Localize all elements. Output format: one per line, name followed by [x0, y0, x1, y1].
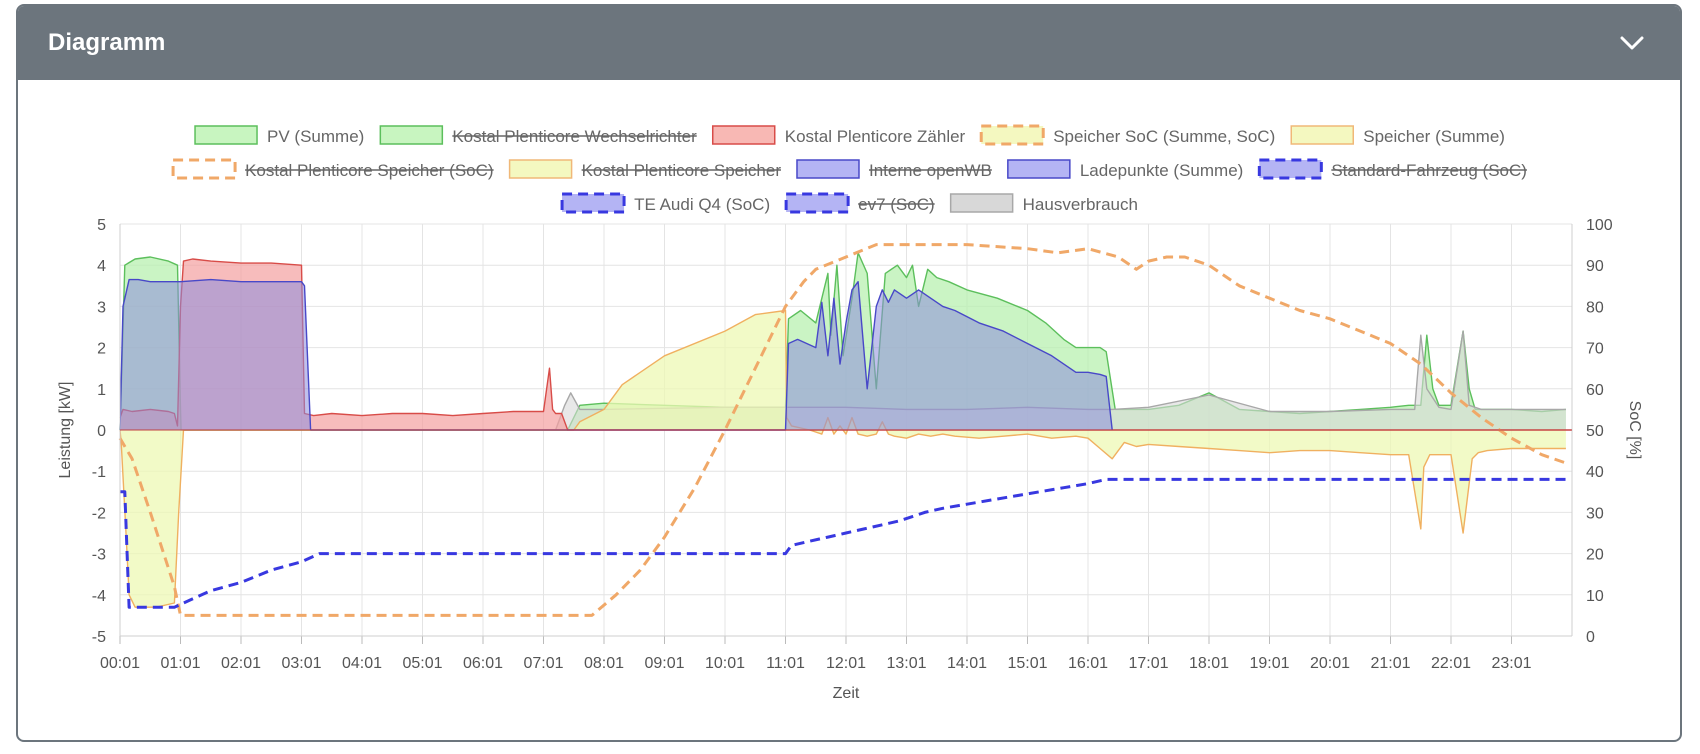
y-right-tick-label: 60	[1586, 382, 1604, 399]
x-tick-label: 13:01	[886, 655, 926, 672]
legend-swatch	[1257, 158, 1323, 180]
card-header[interactable]: Diagramm	[18, 6, 1680, 80]
legend-item[interactable]: Hausverbrauch	[949, 193, 1138, 214]
y-right-tick-label: 70	[1586, 341, 1604, 358]
x-tick-label: 17:01	[1128, 655, 1168, 672]
legend-item[interactable]: Kostal Plenticore Zähler	[711, 125, 966, 146]
series-line-speicher_soc	[118, 243, 1567, 617]
y-left-tick-label: -2	[92, 505, 106, 522]
legend-item[interactable]: TE Audi Q4 (SoC)	[560, 192, 770, 214]
legend-item[interactable]: Kostal Plenticore Speicher (SoC)	[171, 158, 494, 180]
y-left-tick-label: 2	[97, 341, 106, 358]
y-left-tick-label: 5	[97, 217, 106, 234]
legend-label: Speicher (Summe)	[1363, 127, 1505, 146]
x-tick-label: 16:01	[1068, 655, 1108, 672]
legend-swatch	[1007, 159, 1071, 179]
x-tick-label: 08:01	[584, 655, 624, 672]
legend-item[interactable]: Standard-Fahrzeug (SoC)	[1257, 158, 1527, 180]
legend-swatch	[379, 125, 444, 145]
x-tick-label: 05:01	[402, 655, 442, 672]
series-audi_soc	[120, 477, 1566, 609]
x-tick-label: 01:01	[160, 655, 200, 672]
x-tick-label: 15:01	[1007, 655, 1047, 672]
series-area-ladepunkte	[120, 279, 1113, 430]
y-left-tick-label: 0	[97, 423, 106, 440]
y-left-tick-label: 3	[97, 299, 106, 316]
legend-swatch	[560, 192, 626, 214]
chevron-down-icon[interactable]	[1614, 25, 1650, 61]
y-right-tick-label: 50	[1586, 423, 1604, 440]
series-speicher_soc	[118, 243, 1567, 617]
x-tick-label: 04:01	[342, 655, 382, 672]
x-tick-label: 19:01	[1249, 655, 1289, 672]
x-tick-label: 23:01	[1491, 655, 1531, 672]
legend-swatch	[171, 158, 237, 180]
y-right-tick-label: 30	[1586, 505, 1604, 522]
y-right-tick-label: 100	[1586, 217, 1613, 234]
y-right-tick-label: 0	[1586, 629, 1595, 646]
legend-swatch	[194, 125, 258, 145]
y-left-tick-label: -5	[92, 629, 106, 646]
card-title: Diagramm	[48, 29, 166, 56]
x-axis-title: Zeit	[833, 685, 860, 702]
legend-label: PV (Summe)	[267, 127, 364, 146]
legend-label: Hausverbrauch	[1023, 195, 1138, 214]
x-tick-label: 18:01	[1189, 655, 1229, 672]
x-tick-label: 10:01	[705, 655, 745, 672]
legend-item[interactable]: ev7 (SoC)	[784, 192, 935, 214]
y-left-tick-label: -3	[92, 547, 106, 564]
legend-label: Speicher SoC (Summe, SoC)	[1053, 127, 1275, 146]
legend-label: Ladepunkte (Summe)	[1080, 161, 1243, 180]
legend-swatch	[784, 192, 850, 214]
x-tick-label: 00:01	[100, 655, 140, 672]
y-right-tick-label: 80	[1586, 299, 1604, 316]
legend-swatch	[796, 159, 860, 179]
y-right-axis-title: SoC [%]	[1626, 401, 1643, 460]
x-tick-label: 02:01	[221, 655, 261, 672]
x-tick-label: 07:01	[523, 655, 563, 672]
y-right-tick-label: 40	[1586, 464, 1604, 481]
series-line-speicher	[119, 309, 1566, 608]
x-tick-label: 09:01	[644, 655, 684, 672]
legend-swatch	[979, 124, 1045, 146]
chart-legend: PV (Summe) Kostal Plenticore Wechselricht…	[171, 124, 1527, 214]
series-line-ladepunkte	[119, 278, 1113, 431]
x-tick-label: 22:01	[1431, 655, 1471, 672]
legend-item[interactable]: Kostal Plenticore Wechselrichter	[379, 125, 697, 146]
legend-item[interactable]: PV (Summe)	[194, 125, 364, 146]
chart-axes: 543210-1-2-3-4-5100908070605040302010000…	[57, 217, 1643, 702]
series-line-audi_soc	[120, 477, 1566, 609]
y-left-tick-label: -4	[92, 588, 106, 605]
legend-swatch	[949, 193, 1014, 213]
y-left-tick-label: 1	[97, 382, 106, 399]
series-speicher	[119, 309, 1566, 608]
legend-item[interactable]: Kostal Plenticore Speicher	[508, 159, 782, 180]
y-right-tick-label: 20	[1586, 547, 1604, 564]
x-tick-label: 12:01	[826, 655, 866, 672]
legend-label: TE Audi Q4 (SoC)	[634, 195, 770, 214]
y-left-tick-label: -1	[92, 464, 106, 481]
legend-swatch	[711, 125, 776, 145]
x-tick-label: 21:01	[1370, 655, 1410, 672]
y-left-axis-title: Leistung [kW]	[57, 382, 74, 479]
legend-item[interactable]: Ladepunkte (Summe)	[1007, 159, 1243, 180]
y-right-tick-label: 90	[1586, 258, 1604, 275]
legend-label: Kostal Plenticore Zähler	[785, 127, 966, 146]
y-right-tick-label: 10	[1586, 588, 1604, 605]
x-tick-label: 11:01	[766, 655, 805, 672]
x-tick-label: 03:01	[281, 655, 321, 672]
legend-item[interactable]: Speicher (Summe)	[1290, 125, 1505, 146]
legend-item[interactable]: Speicher SoC (Summe, SoC)	[979, 124, 1275, 146]
legend-swatch	[1290, 125, 1354, 145]
x-tick-label: 20:01	[1310, 655, 1350, 672]
legend-item[interactable]: Interne openWB	[796, 159, 992, 180]
series-ladepunkte	[119, 278, 1113, 431]
x-tick-label: 14:01	[947, 655, 987, 672]
legend-swatch	[508, 159, 573, 179]
y-left-tick-label: 4	[97, 258, 106, 275]
x-tick-label: 06:01	[463, 655, 503, 672]
chart-plot-area	[118, 243, 1572, 617]
